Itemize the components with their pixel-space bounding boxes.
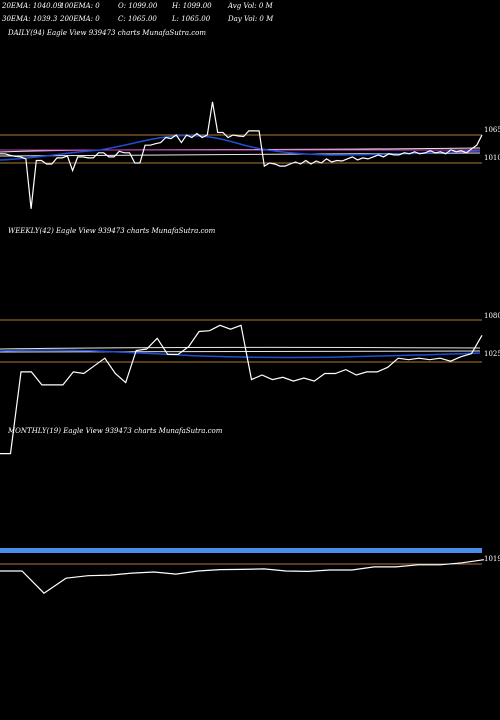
ema100-label: 100EMA: 0 [60,2,100,10]
weekly-ema-white-band-2 [0,350,481,353]
weekly-panel-title: WEEKLY(42) Eagle View 939473 charts Muna… [8,227,216,235]
high-label: H: 1099.00 [171,2,212,10]
ema30-label: 30EMA: 1039.3 [2,15,58,23]
monthly-panel-title: MONTHLY(19) Eagle View 939473 charts Mun… [7,427,223,435]
daily-ema-blue-line [0,134,481,161]
daily-axis-label-1065: 1065 [484,126,500,134]
daily-price-line [0,101,483,209]
daily-panel-title: DAILY(94) Eagle View 939473 charts Munaf… [7,29,206,37]
ema20-label: 20EMA: 1040.09 [1,2,62,10]
avg-vol-label: Avg Vol: 0 M [227,2,274,10]
low-label: L: 1065.00 [171,15,211,23]
open-label: O: 1099.00 [118,2,158,10]
weekly-axis-label-1025: 1025 [484,350,500,358]
day-vol-label: Day Vol: 0 M [227,15,274,23]
ema200-label: 200EMA: 0 [59,15,100,23]
weekly-ema-blue-line [0,349,481,359]
weekly-ema-white-band [0,346,481,350]
monthly-ema-band [0,548,482,553]
daily-axis-label-1010: 1010 [484,154,500,162]
monthly-panel: 1019 [0,548,500,594]
close-label: C: 1065.00 [118,15,157,23]
weekly-panel: 1080 1025 [0,312,500,455]
daily-panel: 1065 1010 [0,101,500,209]
weekly-axis-label-1080: 1080 [484,312,500,320]
monthly-axis-label-1019: 1019 [484,555,500,563]
